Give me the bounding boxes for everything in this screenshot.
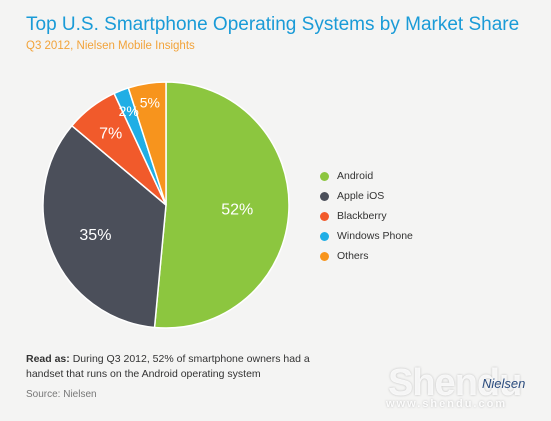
legend-swatch [320,211,329,221]
legend-item: Blackberry [320,206,413,226]
legend-item: Others [320,246,413,266]
read-as-prefix: Read as: [26,353,70,365]
slice-label-apple-ios: 35% [79,227,111,244]
slice-label-android: 52% [221,201,253,218]
read-as-note: Read as: During Q3 2012, 52% of smartpho… [26,352,346,382]
source-label: Source: Nielsen [26,389,97,400]
chart-subtitle: Q3 2012, Nielsen Mobile Insights [26,40,195,52]
slice-label-blackberry: 7% [99,126,122,143]
legend-item: Android [320,166,413,186]
slice-label-windows-phone: 2% [119,103,139,119]
legend-label: Windows Phone [337,230,413,242]
legend-swatch [320,251,329,261]
chart-legend: Android Apple iOS Blackberry Windows Phone O… [320,166,413,266]
legend-label: Blackberry [337,210,387,222]
pie-slice-android [153,81,290,329]
legend-label: Apple iOS [337,190,385,202]
legend-item: Apple iOS [320,186,413,206]
legend-label: Others [337,250,369,262]
slice-label-others: 5% [140,95,160,111]
legend-swatch [320,171,329,181]
legend-item: Windows Phone [320,226,413,246]
watermark: Shendu [388,362,522,404]
legend-swatch [320,231,329,241]
legend-swatch [320,191,329,201]
nielsen-logo: Nielsen [482,376,526,391]
read-as-text: During Q3 2012, 52% of smartphone owners… [26,353,310,380]
legend-label: Android [337,170,374,182]
pie-slice-apple-ios [42,124,167,329]
chart-title: Top U.S. Smartphone Operating Systems by… [26,14,520,35]
watermark-url: www.shendu.com [386,398,508,410]
pie-slice-others [127,81,167,206]
